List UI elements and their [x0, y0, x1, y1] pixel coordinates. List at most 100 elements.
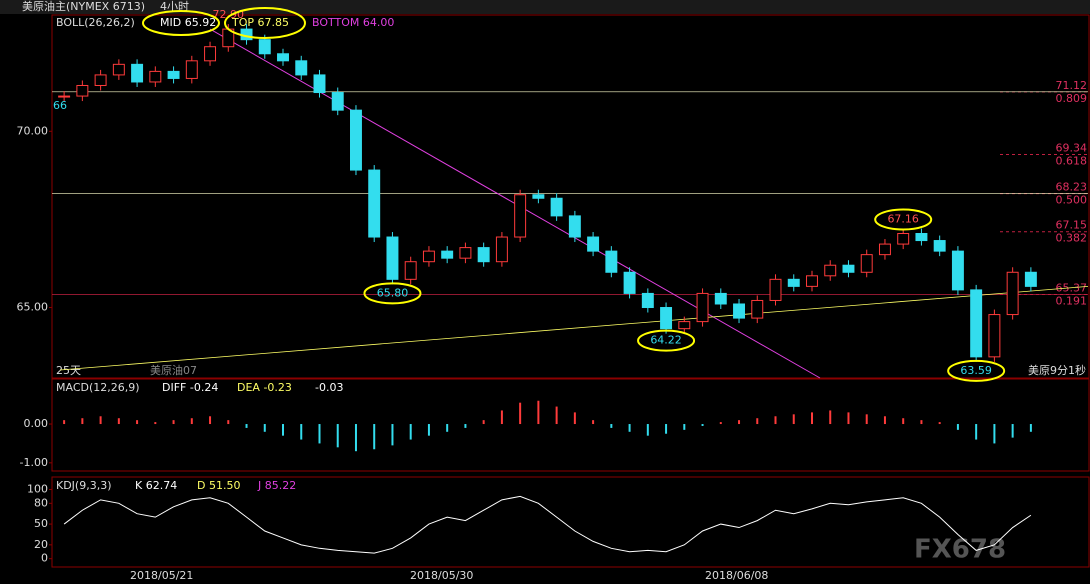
fib-price: 71.12	[1056, 79, 1088, 92]
panel-borders	[51, 14, 1090, 568]
candle	[495, 236, 508, 263]
candle	[167, 70, 180, 79]
price-annotation: 65.80	[377, 286, 409, 299]
footer-right: 美原9分1秒	[1028, 363, 1086, 377]
fib-ratio: 0.191	[1056, 294, 1088, 307]
price-annotation: 63.59	[960, 364, 992, 377]
candle	[842, 264, 855, 273]
y-tick-label: 0.00	[24, 417, 49, 430]
highlight-ellipse	[874, 208, 933, 231]
title-bar	[0, 0, 1090, 14]
price-annotation: 64.22	[650, 334, 682, 347]
y-tick-label: 80	[34, 496, 48, 509]
fib-price: 67.15	[1056, 219, 1088, 232]
candle	[313, 74, 326, 94]
y-tick-label: 65.00	[17, 301, 49, 314]
candle	[532, 194, 545, 199]
candle	[988, 314, 1001, 358]
candle	[787, 278, 800, 287]
candle	[970, 289, 983, 358]
macd-name: MACD(12,26,9)	[56, 381, 140, 394]
candle	[933, 240, 946, 252]
candle	[641, 292, 654, 309]
candle	[605, 250, 618, 273]
kdj-k: K 62.74	[135, 479, 177, 492]
candle	[696, 292, 709, 323]
highlight-ellipse	[224, 7, 306, 39]
footer-left: 25天	[56, 364, 81, 377]
candle	[258, 39, 271, 55]
candle	[915, 233, 928, 242]
candle	[58, 95, 71, 98]
candle	[714, 292, 727, 305]
fib-ratio: 0.809	[1056, 92, 1088, 105]
candle	[350, 109, 362, 171]
candle	[550, 197, 563, 217]
candle	[860, 254, 873, 273]
date-label: 2018/05/30	[410, 569, 473, 582]
main-panel	[51, 14, 1090, 379]
boll-bottom: BOTTOM 64.00	[312, 16, 394, 29]
candle	[185, 60, 198, 79]
date-label: 2018/06/08	[705, 569, 768, 582]
kdj-d: D 51.50	[197, 479, 240, 492]
candle	[769, 278, 782, 301]
macd-panel	[51, 378, 1090, 472]
candle	[477, 247, 490, 263]
price-annotation: 67.16	[887, 213, 919, 226]
y-tick-label: 50	[34, 517, 48, 530]
kdj-name: KDJ(9,3,3)	[56, 479, 112, 492]
candle	[568, 215, 581, 238]
candle	[1024, 271, 1037, 287]
y-tick-label: 70.00	[17, 124, 49, 137]
candle	[422, 250, 435, 263]
candle	[751, 299, 764, 319]
macd-dea: DEA -0.23	[237, 381, 292, 394]
kdj-panel	[51, 476, 1090, 568]
y-tick-label: 20	[34, 538, 48, 551]
candle	[806, 275, 818, 287]
highlight-ellipse	[947, 359, 1006, 382]
candle	[733, 303, 745, 319]
candle	[897, 233, 910, 245]
candle	[149, 70, 162, 83]
candle	[112, 63, 125, 76]
candle	[660, 307, 673, 330]
candle	[295, 60, 308, 76]
fib-ratio: 0.500	[1056, 194, 1088, 207]
highlight-ellipse	[142, 10, 220, 36]
candle	[204, 46, 217, 62]
candle	[824, 264, 837, 277]
candle	[240, 28, 253, 41]
footer-name: 美原油07	[150, 363, 197, 377]
macd-diff: DIFF -0.24	[162, 381, 218, 394]
y-tick-label: 0	[41, 552, 48, 565]
trend-line	[59, 285, 1089, 371]
candle	[404, 261, 417, 280]
candle	[1006, 271, 1019, 316]
price-annotation: 72.90	[213, 8, 245, 21]
kdj-k-line	[63, 495, 1032, 554]
boll-top: TOP 67.85	[231, 16, 289, 29]
candle	[131, 63, 144, 83]
kdj-j: J 85.22	[257, 479, 296, 492]
boll-name: BOLL(26,26,2)	[56, 16, 135, 29]
macd-value: -0.03	[315, 381, 343, 394]
highlight-ellipse	[637, 329, 696, 352]
candle	[678, 321, 691, 330]
y-tick-label: 100	[27, 482, 48, 495]
fib-price: 69.34	[1056, 142, 1088, 155]
candle	[368, 169, 381, 238]
price-annotation: 66	[53, 99, 67, 112]
candle	[277, 53, 289, 62]
candle	[623, 271, 636, 294]
candle	[587, 236, 600, 252]
fib-ratio: 0.382	[1056, 232, 1088, 245]
candle	[951, 250, 964, 291]
candle	[331, 92, 344, 111]
date-label: 2018/05/21	[130, 569, 193, 582]
candle	[514, 194, 527, 238]
boll-mid: MID 65.92	[160, 16, 216, 29]
